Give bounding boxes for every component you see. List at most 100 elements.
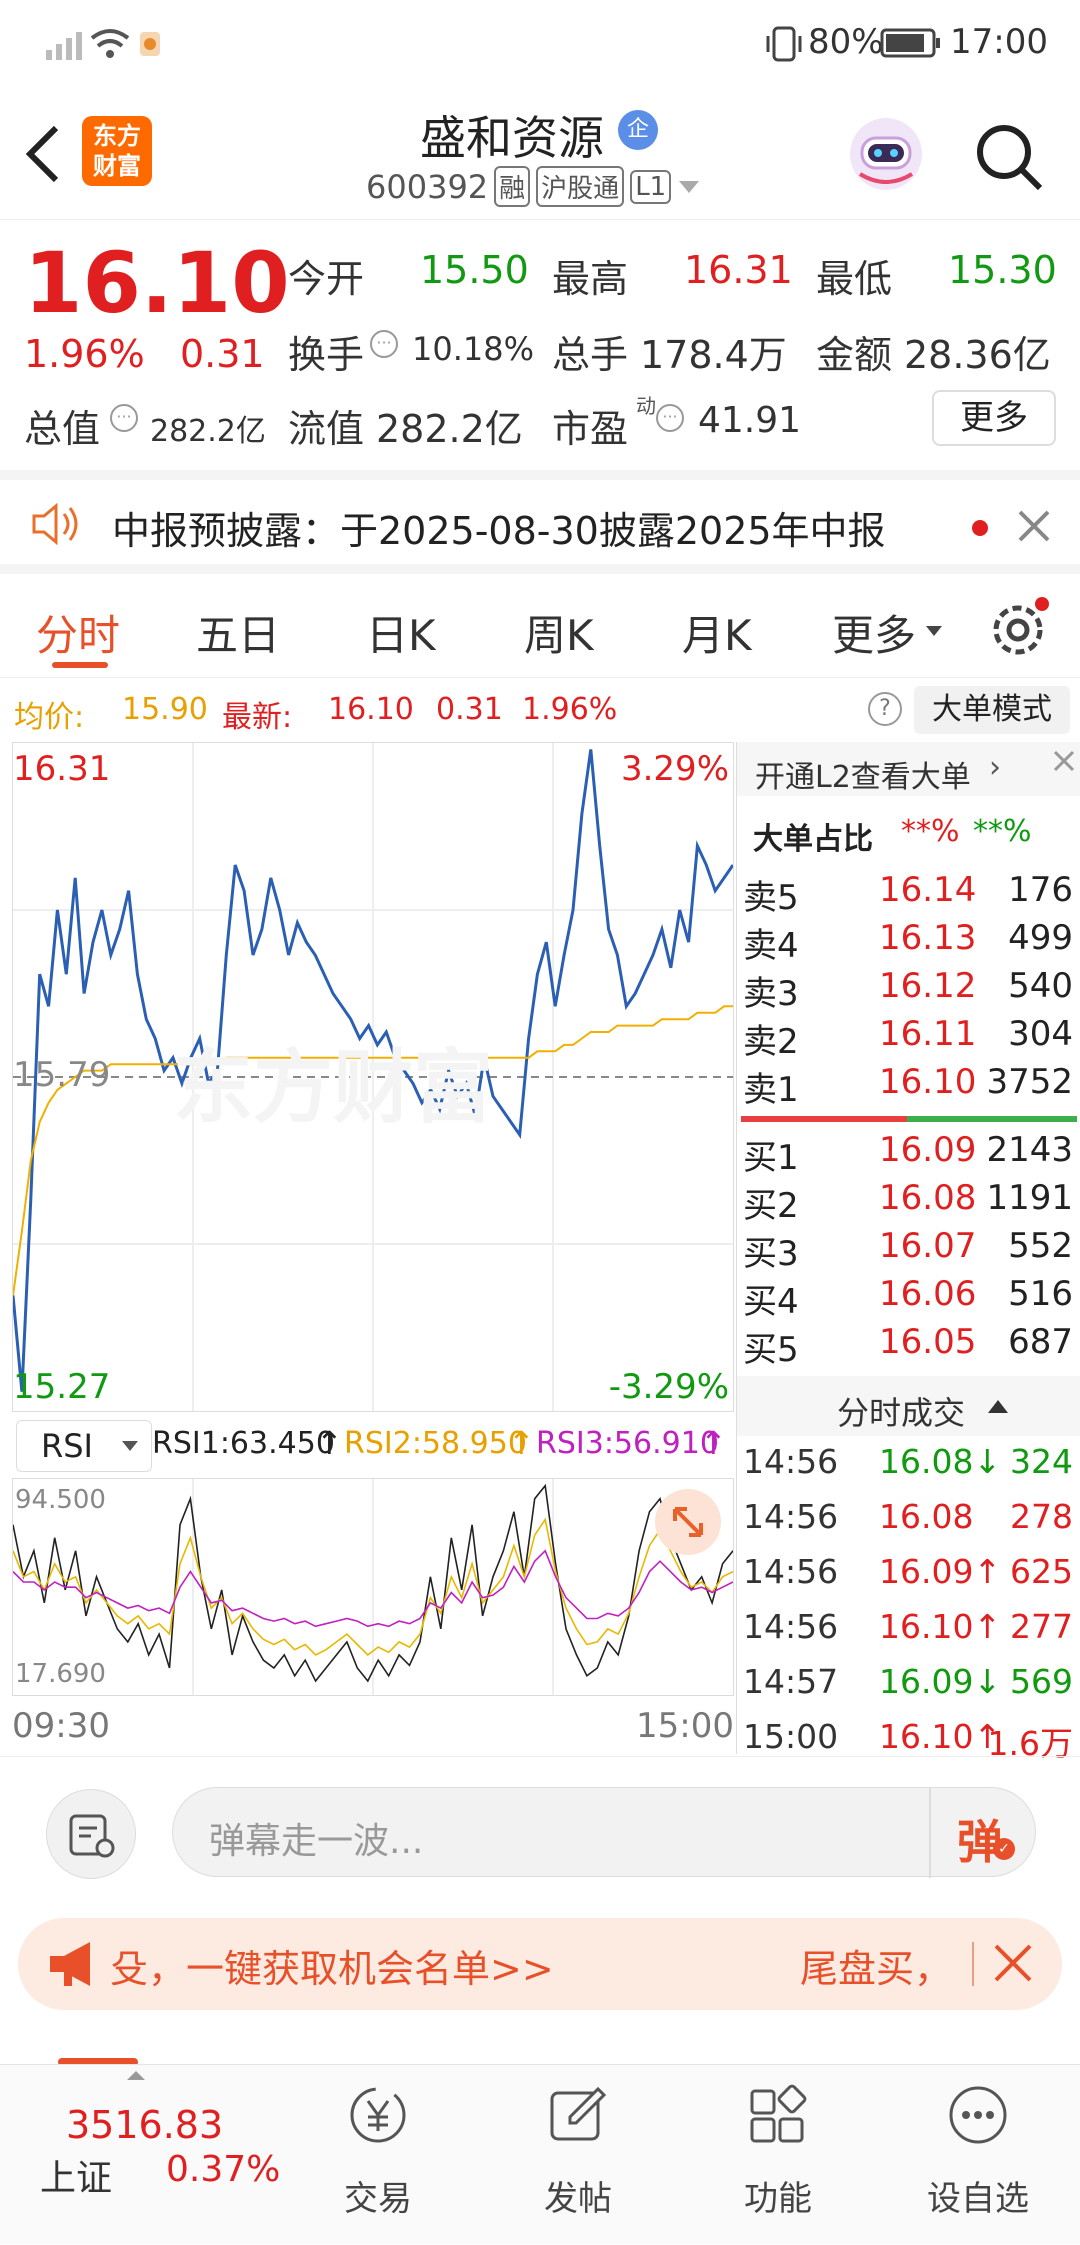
y-mid-label: 15.79 (13, 1055, 111, 1095)
divider (972, 1942, 974, 1986)
tab-daily-k[interactable]: 日K (366, 611, 436, 660)
trades-header[interactable]: 分时成交 (737, 1376, 1080, 1436)
search-icon[interactable] (974, 122, 1044, 192)
dropdown-icon[interactable] (677, 177, 701, 197)
logo-text-bottom: 财富 (93, 152, 141, 180)
close-icon[interactable] (990, 1940, 1036, 1986)
bid-row: 买5 16.05 687 (737, 1322, 1080, 1370)
info-dots-icon[interactable]: ··· (370, 330, 398, 358)
change-percent: 1.96% (24, 332, 145, 376)
bid-row: 买1 16.09 2143 (737, 1130, 1080, 1178)
ask-price: 16.10 (879, 1062, 977, 1102)
bid-volume: 687 (1008, 1322, 1073, 1362)
volume-value: 178.4万 (640, 333, 787, 377)
nav-trade[interactable]: 交易 (298, 2065, 458, 2245)
price-line (13, 749, 733, 1392)
big-order-buy-ratio: **% (901, 814, 960, 849)
low-value: 15.30 (948, 248, 1057, 292)
more-button[interactable]: 更多 (932, 390, 1056, 446)
unread-dot (972, 520, 988, 536)
indicator-select-value: RSI (41, 1427, 93, 1465)
chevron-down-icon (122, 1441, 138, 1451)
l2-promo-text: 开通L2查看大单 (755, 760, 971, 795)
trade-time: 14:57 (743, 1662, 839, 1701)
trade-price: 16.10↑ (879, 1717, 1002, 1756)
stock-code: 600392 (366, 167, 489, 206)
status-bar: 80% 17:00 (0, 0, 1080, 84)
settings-gear-icon[interactable] (988, 596, 1052, 660)
tab-weekly-k[interactable]: 周K (524, 611, 594, 660)
notice-bar[interactable]: 中报预披露：于2025-08-30披露2025年中报 (0, 470, 1080, 574)
pe-value: 41.91 (698, 400, 802, 441)
high-label: 最高 (552, 257, 629, 301)
ask-level-label: 卖2 (743, 1022, 799, 1062)
index-ticker[interactable]: 3516.83 上证 0.37% (20, 2065, 280, 2245)
big-order-mode-button[interactable]: 大单模式 (914, 686, 1070, 734)
ask-volume: 304 (1008, 1014, 1073, 1054)
amount-label: 金额 (816, 333, 893, 377)
turnover-value: 10.18% (412, 330, 535, 368)
rsi2-label: RSI2:58.950 (344, 1426, 527, 1461)
bid-price: 16.05 (879, 1322, 977, 1362)
danmu-settings-button[interactable] (46, 1789, 136, 1879)
rsi-chart[interactable]: 94.500 17.690 (12, 1478, 734, 1696)
trade-time: 15:00 (743, 1717, 839, 1756)
bid-price: 16.08 (879, 1178, 977, 1218)
pct-min-label: -3.29% (608, 1367, 729, 1407)
tab-indicator (52, 662, 108, 668)
trade-row: 14:56 16.10↑ 277 (737, 1607, 1080, 1661)
corp-badge: 企 (618, 110, 658, 150)
bid-level-label: 买1 (743, 1138, 799, 1178)
l2-promo-bar[interactable]: 开通L2查看大单 › (737, 742, 1080, 796)
banner-right-text: 尾盘买， (800, 1947, 953, 1991)
danmu-input[interactable]: 弹幕走一波... 弹 ✓ (172, 1787, 1036, 1878)
triangle-up-icon (988, 1400, 1008, 1413)
sub-tabs-strip (0, 2040, 1080, 2064)
rsi3-label: RSI3:56.910 (536, 1426, 719, 1461)
notice-text: 中报预披露：于2025-08-30披露2025年中报 (112, 509, 886, 553)
back-arrow-icon[interactable] (22, 122, 66, 186)
rsi1-line (13, 1483, 733, 1683)
indicator-select[interactable]: RSI (16, 1420, 152, 1472)
turnover-label: 换手 (288, 333, 365, 377)
close-icon[interactable] (1049, 746, 1079, 776)
danmu-placeholder: 弹幕走一波... (209, 1821, 424, 1862)
ask-level-label: 卖4 (743, 926, 799, 966)
tab-monthly-k[interactable]: 月K (682, 611, 752, 660)
danmu-bar: 弹幕走一波... 弹 ✓ (0, 1756, 1080, 1896)
trade-row: 14:56 16.08 278 (737, 1497, 1080, 1551)
rsi-chart-svg (13, 1479, 733, 1695)
info-dots-icon[interactable]: ··· (110, 404, 138, 432)
index-name: 上证 (40, 2158, 113, 2199)
trade-price: 16.10↑ (879, 1607, 1002, 1646)
ask-volume: 499 (1008, 918, 1073, 958)
tab-more[interactable]: 更多 (832, 611, 917, 660)
close-icon[interactable] (1016, 508, 1052, 544)
banner-text: 殳，一键获取机会名单>> (110, 1947, 554, 1991)
danmu-send-button[interactable]: 弹 (957, 1815, 1003, 1869)
tab-five-day[interactable]: 五日 (196, 611, 281, 660)
help-icon[interactable]: ? (868, 692, 902, 726)
expand-icon[interactable] (653, 1487, 723, 1557)
tag-margin: 融 (494, 166, 531, 207)
bid-row: 买2 16.08 1191 (737, 1178, 1080, 1226)
ask-row: 卖4 16.13 499 (737, 918, 1080, 966)
robot-assistant-icon[interactable] (846, 114, 926, 194)
intraday-chart[interactable]: 东方财富 16.31 3.29% 15.79 15.27 -3.29% (12, 742, 734, 1412)
app-logo[interactable]: 东方 财富 (82, 116, 152, 186)
trades-title: 分时成交 (837, 1394, 966, 1432)
battery-percent: 80% (808, 22, 884, 62)
bottom-nav: 3516.83 上证 0.37% 交易 发帖 功能 设自选 (0, 2064, 1080, 2244)
nav-functions[interactable]: 功能 (698, 2065, 858, 2245)
pct-max-label: 3.29% (620, 749, 729, 789)
ask-row: 卖1 16.10 3752 (737, 1062, 1080, 1110)
battery-icon (880, 28, 940, 58)
promo-banner[interactable]: 殳，一键获取机会名单>> 尾盘买， (18, 1918, 1062, 2010)
nav-post[interactable]: 发帖 (498, 2065, 658, 2245)
nav-add-watchlist[interactable]: 设自选 (898, 2065, 1058, 2245)
info-dots-icon[interactable]: ··· (656, 404, 684, 432)
tab-intraday[interactable]: 分时 (36, 611, 121, 660)
open-label: 今开 (288, 257, 365, 301)
bid-row: 买3 16.07 552 (737, 1226, 1080, 1274)
latest-change: 0.31 (436, 692, 503, 727)
